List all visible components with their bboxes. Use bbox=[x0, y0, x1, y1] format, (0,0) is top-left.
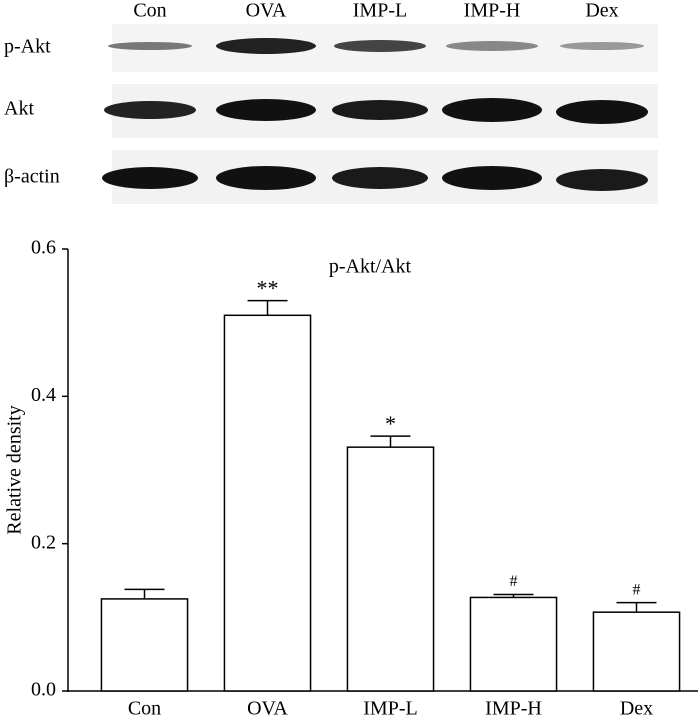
band bbox=[556, 169, 648, 191]
band bbox=[102, 167, 198, 189]
bar bbox=[223, 314, 312, 692]
significance-label: # bbox=[633, 581, 641, 598]
bar bbox=[592, 611, 681, 692]
bar bbox=[100, 598, 189, 692]
error-bar bbox=[493, 593, 534, 598]
band bbox=[216, 166, 316, 190]
error-bar bbox=[370, 435, 411, 448]
band bbox=[556, 100, 648, 124]
band bbox=[442, 166, 542, 190]
row-label: β-actin bbox=[4, 166, 60, 188]
band bbox=[560, 42, 644, 50]
band bbox=[108, 42, 192, 50]
lane-label: Con bbox=[133, 0, 166, 22]
error-bar bbox=[124, 588, 165, 599]
lane-label: IMP-L bbox=[353, 0, 407, 22]
row-label: p-Akt bbox=[4, 36, 51, 58]
x-tick-label: OVA bbox=[247, 698, 288, 720]
x-tick-label: IMP-H bbox=[485, 698, 542, 720]
band bbox=[442, 98, 542, 122]
significance-label: * bbox=[385, 411, 396, 436]
bar bbox=[469, 596, 558, 692]
y-tick-label: 0.4 bbox=[31, 384, 56, 406]
error-bar bbox=[247, 299, 288, 316]
bar bbox=[346, 446, 435, 692]
x-tick-label: Con bbox=[128, 698, 161, 720]
significance-label: ** bbox=[257, 276, 279, 301]
x-tick-label: Dex bbox=[620, 698, 653, 720]
band bbox=[334, 40, 426, 52]
lane-label: Dex bbox=[585, 0, 618, 22]
y-tick-label: 0.2 bbox=[31, 531, 56, 553]
band bbox=[332, 167, 428, 189]
error-bar bbox=[616, 601, 657, 613]
y-tick-label: 0.0 bbox=[31, 679, 56, 701]
y-axis-label: Relative density bbox=[4, 405, 26, 534]
blot-panel: Con OVA IMP-L IMP-H Dex p-Akt Akt β-actin bbox=[4, 0, 658, 204]
row-label: Akt bbox=[4, 98, 34, 120]
lane-label: IMP-H bbox=[464, 0, 521, 22]
band bbox=[104, 101, 196, 119]
x-tick-label: IMP-L bbox=[363, 698, 417, 720]
band bbox=[216, 38, 316, 54]
lane-label: OVA bbox=[246, 0, 287, 22]
band bbox=[332, 100, 428, 120]
blot-labels: Con OVA IMP-L IMP-H Dex p-Akt Akt β-actin bbox=[4, 0, 619, 188]
chart-title: p-Akt/Akt bbox=[329, 256, 412, 278]
significance-label: # bbox=[510, 573, 518, 590]
band bbox=[216, 99, 316, 121]
band bbox=[446, 41, 538, 51]
y-tick-label: 0.6 bbox=[31, 237, 56, 259]
